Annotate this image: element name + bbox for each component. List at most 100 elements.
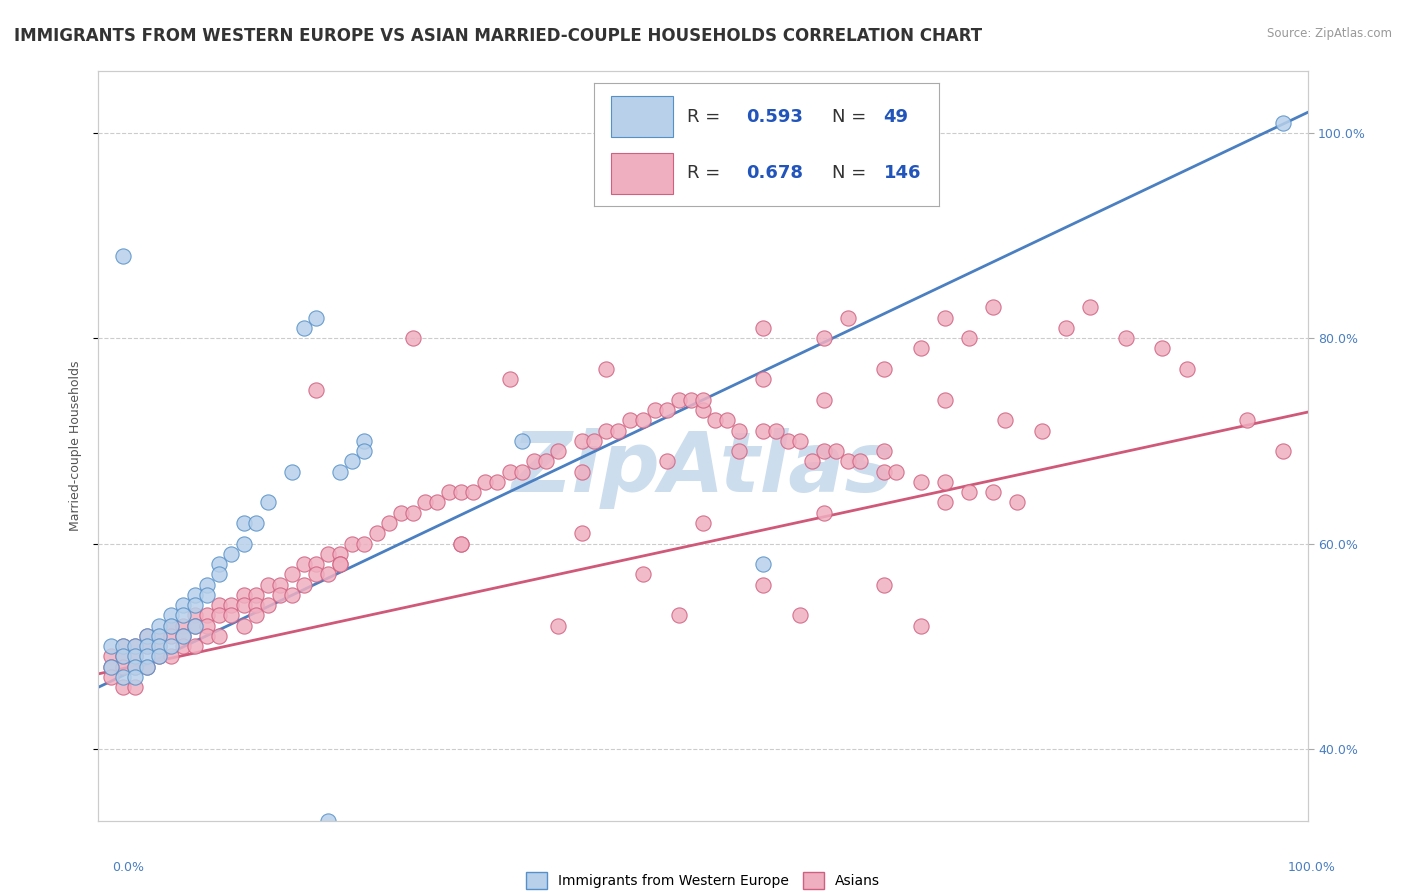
Point — [124, 639, 146, 653]
Point — [728, 444, 751, 458]
Point — [281, 567, 304, 582]
Point — [353, 444, 375, 458]
Point — [813, 331, 835, 345]
Point — [111, 649, 134, 664]
Point — [873, 577, 896, 591]
Point — [172, 618, 194, 632]
Point — [111, 249, 134, 263]
Point — [221, 598, 243, 612]
Point — [873, 362, 896, 376]
Point — [195, 629, 218, 643]
Point — [124, 659, 146, 673]
Point — [704, 413, 727, 427]
Point — [135, 659, 157, 673]
Point — [208, 608, 231, 623]
Point — [571, 526, 593, 541]
Point — [329, 557, 352, 571]
Point — [184, 608, 207, 623]
Point — [655, 454, 678, 468]
Point — [813, 392, 835, 407]
Point — [571, 465, 593, 479]
Point — [934, 495, 956, 509]
Point — [316, 834, 339, 848]
Point — [668, 608, 690, 623]
Point — [910, 342, 932, 356]
Point — [256, 598, 278, 612]
Point — [595, 362, 617, 376]
Point — [172, 629, 194, 643]
Point — [342, 454, 364, 468]
Point — [486, 475, 509, 489]
Point — [800, 454, 823, 468]
Point — [752, 372, 775, 386]
Point — [232, 598, 254, 612]
Point — [981, 485, 1004, 500]
Point — [595, 424, 617, 438]
Point — [148, 629, 170, 643]
Point — [789, 608, 811, 623]
Point — [607, 424, 630, 438]
Point — [124, 680, 146, 694]
Point — [498, 372, 520, 386]
Point — [934, 475, 956, 489]
Point — [100, 639, 122, 653]
Point — [195, 608, 218, 623]
Point — [353, 536, 375, 550]
Point — [934, 392, 956, 407]
Point — [232, 516, 254, 530]
Point — [644, 403, 666, 417]
Point — [329, 557, 352, 571]
Point — [510, 434, 533, 448]
Point — [256, 495, 278, 509]
Y-axis label: Married-couple Households: Married-couple Households — [69, 360, 82, 532]
Point — [547, 444, 569, 458]
Point — [668, 392, 690, 407]
Text: 100.0%: 100.0% — [1288, 861, 1336, 874]
Point — [426, 495, 449, 509]
Point — [329, 547, 352, 561]
Point — [957, 331, 980, 345]
Point — [124, 649, 146, 664]
Point — [111, 670, 134, 684]
Point — [100, 670, 122, 684]
Point — [305, 557, 328, 571]
Point — [135, 639, 157, 653]
Point — [245, 598, 267, 612]
Point — [208, 567, 231, 582]
Point — [305, 567, 328, 582]
Point — [292, 321, 315, 335]
Point — [813, 444, 835, 458]
Point — [498, 465, 520, 479]
Point — [692, 392, 714, 407]
Point — [232, 536, 254, 550]
Point — [523, 454, 546, 468]
Point — [184, 639, 207, 653]
Point — [752, 126, 775, 140]
Point — [160, 629, 183, 643]
Point — [221, 608, 243, 623]
Point — [534, 454, 557, 468]
Point — [111, 639, 134, 653]
Point — [329, 465, 352, 479]
Point — [752, 557, 775, 571]
Point — [269, 577, 291, 591]
Point — [148, 618, 170, 632]
Point — [402, 331, 425, 345]
Point — [208, 598, 231, 612]
Point — [111, 659, 134, 673]
Point — [124, 639, 146, 653]
Point — [910, 475, 932, 489]
Point — [366, 526, 388, 541]
Point — [172, 598, 194, 612]
Point — [450, 485, 472, 500]
Point — [631, 413, 654, 427]
Text: Source: ZipAtlas.com: Source: ZipAtlas.com — [1267, 27, 1392, 40]
Point — [813, 506, 835, 520]
Point — [208, 557, 231, 571]
Point — [1236, 413, 1258, 427]
Point — [135, 629, 157, 643]
Point — [873, 444, 896, 458]
Point — [679, 392, 702, 407]
Point — [583, 434, 606, 448]
Point — [160, 649, 183, 664]
